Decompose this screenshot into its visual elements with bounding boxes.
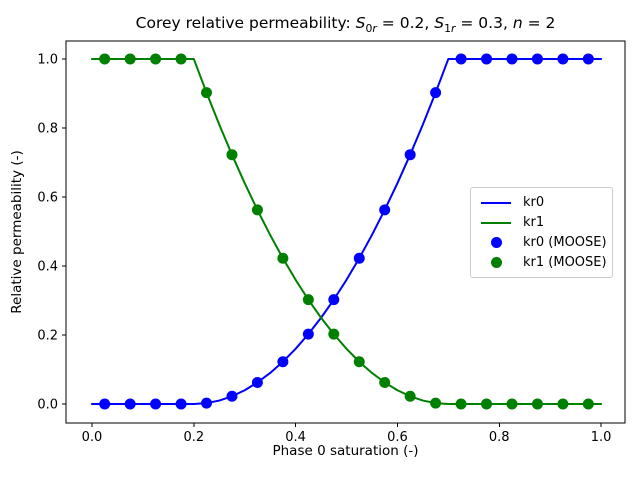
kr0-moose-point xyxy=(379,204,391,216)
kr0-moose-point xyxy=(302,328,314,340)
kr1-moose-point xyxy=(150,53,162,65)
y-tick-label: 0.0 xyxy=(37,398,58,413)
kr1-moose-point xyxy=(175,53,187,65)
kr1-moose-point xyxy=(379,376,391,388)
x-axis-label: Phase 0 saturation (-) xyxy=(272,443,419,459)
kr0-moose-point xyxy=(124,398,136,410)
kr1-moose-point xyxy=(201,87,213,99)
legend-entry-kr1: kr1 xyxy=(480,213,603,233)
kr0-moose-point xyxy=(99,398,111,410)
kr0-moose-point xyxy=(404,149,416,161)
kr0-moose-point xyxy=(582,53,594,65)
legend-entry-kr0-moose: kr0 (MOOSE) xyxy=(480,233,607,253)
kr0-moose-point xyxy=(455,53,467,65)
kr0-moose-point xyxy=(175,398,187,410)
y-tick-label: 0.4 xyxy=(37,259,58,274)
x-tick-label: 0.0 xyxy=(82,430,103,445)
kr1-marker-sample xyxy=(480,256,512,268)
y-tick-label: 0.6 xyxy=(37,190,58,205)
title-text: Corey relative permeability: xyxy=(135,14,356,32)
title-math-var-s1r: S xyxy=(434,14,445,32)
kr0-moose-point xyxy=(481,53,493,65)
x-tick-label: 0.8 xyxy=(489,430,510,445)
kr0-line-sample xyxy=(480,201,512,204)
title-math-var-s0r: S xyxy=(355,14,366,32)
legend-label: kr1 xyxy=(523,215,545,231)
legend-label: kr0 xyxy=(523,195,545,211)
y-tick-label: 0.2 xyxy=(37,329,58,344)
title-math-var-n: n xyxy=(512,14,523,32)
kr0-moose-point xyxy=(251,376,263,388)
chart-title: Corey relative permeability: S0r = 0.2, … xyxy=(66,14,625,36)
kr1-moose-point xyxy=(302,294,314,306)
x-tick-label: 0.6 xyxy=(387,430,408,445)
title-subscript-1r: 1r xyxy=(444,22,456,36)
kr1-moose-point xyxy=(251,204,263,216)
kr1-moose-point xyxy=(455,398,467,410)
kr1-moose-points xyxy=(99,53,594,410)
legend-entry-kr1-moose: kr1 (MOOSE) xyxy=(480,252,607,272)
kr1-moose-point xyxy=(582,398,594,410)
title-eq-n: = 2 xyxy=(522,14,556,32)
kr1-moose-point xyxy=(481,398,493,410)
legend-entry-kr0: kr0 xyxy=(480,193,603,213)
y-axis-label: Relative permeability (-) xyxy=(9,150,25,314)
legend: kr0 kr1 kr0 (MOOSE) kr1 (MOOSE) xyxy=(470,187,613,278)
kr1-moose-point xyxy=(506,398,518,410)
kr0-moose-point xyxy=(531,53,543,65)
legend-label: kr1 (MOOSE) xyxy=(523,254,607,270)
kr0-moose-point xyxy=(328,294,340,306)
kr0-moose-point xyxy=(201,397,213,409)
kr1-moose-point xyxy=(557,398,569,410)
kr0-moose-point xyxy=(557,53,569,65)
kr0-moose-point xyxy=(506,53,518,65)
kr1-moose-point xyxy=(430,397,442,409)
x-tick-label: 0.4 xyxy=(285,430,306,445)
x-tick-label: 0.2 xyxy=(183,430,204,445)
x-tick-label: 1.0 xyxy=(591,430,612,445)
kr0-moose-point xyxy=(150,398,162,410)
kr1-moose-point xyxy=(99,53,111,65)
kr1-moose-point xyxy=(124,53,136,65)
axes-frame xyxy=(65,40,626,424)
y-tick-label: 1.0 xyxy=(37,52,58,67)
kr1-line-sample xyxy=(480,221,512,224)
kr1-moose-point xyxy=(226,149,238,161)
title-eq-s0r: = 0.2, xyxy=(376,14,435,32)
kr0-marker-sample xyxy=(480,236,512,248)
kr0-moose-point xyxy=(226,390,238,402)
y-tick-label: 0.8 xyxy=(37,121,58,136)
kr1-moose-point xyxy=(404,390,416,402)
legend-label: kr0 (MOOSE) xyxy=(523,234,607,250)
kr0-moose-point xyxy=(277,356,289,368)
kr0-moose-points xyxy=(99,53,594,410)
kr1-moose-point xyxy=(328,328,340,340)
title-subscript-0r: 0r xyxy=(365,22,377,36)
kr1-moose-point xyxy=(353,356,365,368)
kr1-moose-point xyxy=(277,252,289,264)
kr1-moose-point xyxy=(531,398,543,410)
title-eq-s1r: = 0.3, xyxy=(455,14,513,32)
kr0-moose-point xyxy=(353,252,365,264)
kr0-moose-point xyxy=(430,87,442,99)
